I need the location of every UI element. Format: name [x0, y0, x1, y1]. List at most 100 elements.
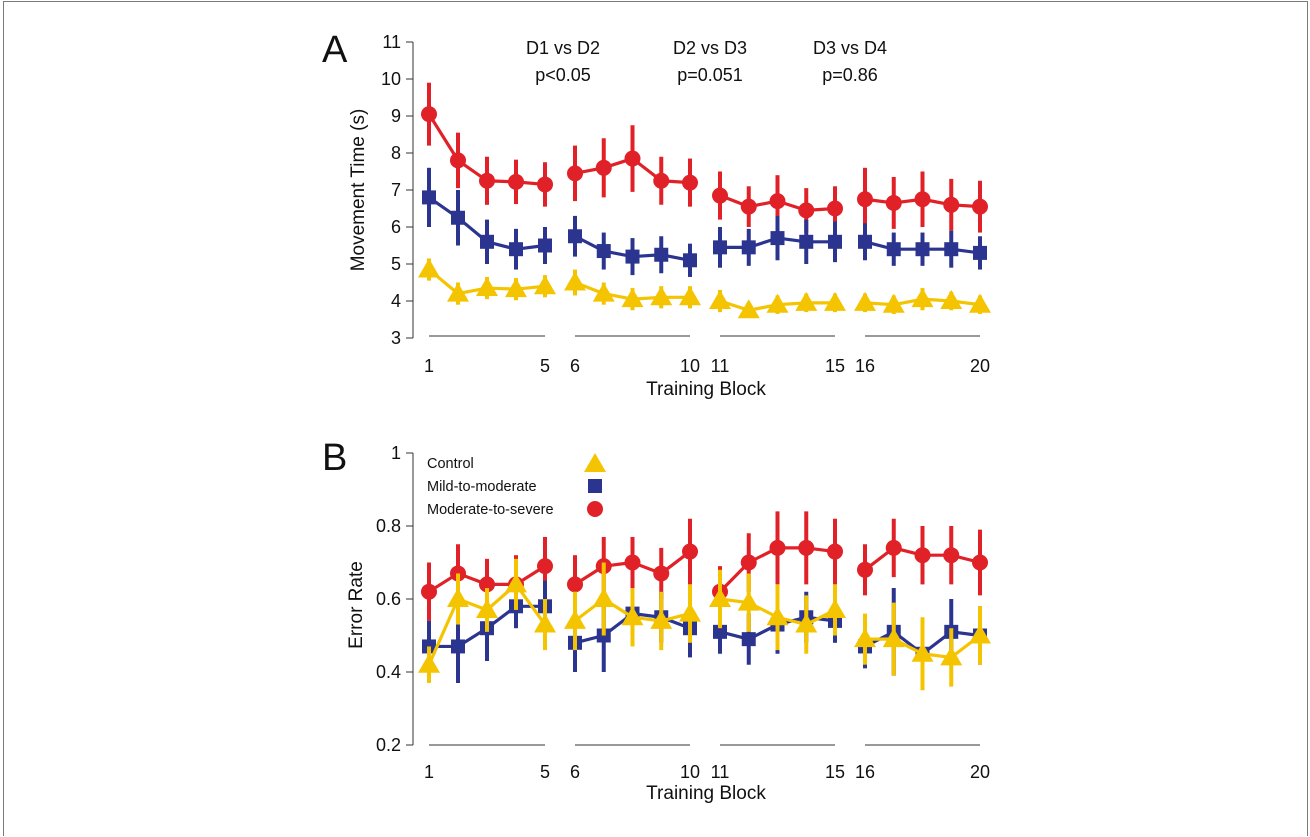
data-point — [537, 558, 553, 575]
x-tick-label: 10 — [680, 356, 700, 376]
data-point — [857, 191, 873, 208]
data-point — [682, 174, 698, 191]
data-point — [538, 238, 552, 253]
data-point — [476, 277, 498, 297]
data-point — [911, 642, 934, 662]
data-point — [564, 609, 586, 629]
data-point — [625, 249, 640, 264]
data-point — [595, 159, 612, 176]
x-tick-label: 1 — [424, 356, 434, 376]
data-point — [885, 194, 902, 211]
data-point — [740, 198, 757, 215]
comparison-label: D1 vs D2 — [526, 38, 600, 58]
data-point — [712, 187, 728, 204]
x-tick-label: 20 — [970, 762, 990, 782]
y-tick-label: 7 — [391, 180, 401, 200]
data-point — [418, 653, 440, 673]
data-point — [679, 286, 701, 306]
data-point — [824, 598, 846, 618]
data-point — [741, 632, 756, 647]
data-point — [480, 234, 494, 249]
y-tick-label: 11 — [382, 32, 401, 52]
data-point — [709, 588, 731, 607]
data-point — [940, 646, 963, 666]
x-tick-label: 10 — [680, 762, 700, 782]
x-tick-label: 5 — [540, 762, 550, 782]
p-value-label: p<0.05 — [535, 65, 591, 85]
data-point — [969, 293, 991, 313]
data-point — [421, 583, 437, 600]
data-point — [795, 291, 818, 311]
data-point — [505, 573, 527, 593]
x-tick-label: 6 — [570, 762, 580, 782]
x-tick-label: 1 — [424, 762, 434, 782]
y-tick-label: 0.4 — [376, 662, 401, 682]
data-point — [740, 554, 757, 571]
x-tick-label: 16 — [855, 762, 875, 782]
comparison-label: D2 vs D3 — [673, 38, 747, 58]
series-severe — [421, 82, 988, 233]
data-point — [564, 271, 586, 291]
data-point — [450, 152, 466, 169]
x-tick-label: 16 — [855, 356, 875, 376]
legend-marker-mild — [588, 479, 602, 493]
x-tick-label: 15 — [825, 356, 845, 376]
y-tick-label: 9 — [391, 106, 401, 126]
data-point — [479, 172, 495, 189]
data-point — [624, 150, 641, 167]
panel-letter: A — [322, 29, 348, 71]
legend: Control Mild-to-moderate Moderate-to-sever… — [427, 453, 606, 518]
data-point — [592, 282, 615, 302]
data-point — [509, 242, 523, 257]
data-point — [621, 288, 644, 308]
x-tick-label: 6 — [570, 356, 580, 376]
legend-marker-control — [584, 453, 606, 472]
series-severe — [421, 511, 988, 621]
x-tick-label: 15 — [825, 762, 845, 782]
data-point — [798, 202, 815, 219]
series-control — [418, 558, 991, 691]
data-point — [827, 543, 843, 560]
y-tick-label: 5 — [391, 254, 401, 274]
data-point — [769, 193, 786, 210]
data-point — [683, 253, 697, 268]
legend-marker-severe — [587, 501, 603, 517]
data-point — [969, 624, 991, 644]
y-tick-label: 4 — [391, 291, 401, 311]
data-point — [940, 290, 963, 309]
data-point — [682, 543, 698, 560]
data-point — [479, 576, 495, 593]
y-tick-label: 0.6 — [376, 589, 401, 609]
data-point — [914, 191, 931, 208]
data-point — [943, 196, 960, 213]
data-point — [653, 565, 670, 582]
y-axis-title: Error Rate — [346, 561, 367, 649]
data-point — [943, 547, 960, 564]
data-point — [621, 606, 644, 626]
data-point — [911, 288, 934, 308]
x-tick-label: 11 — [711, 356, 730, 376]
data-point — [650, 286, 673, 306]
data-point — [679, 602, 701, 622]
data-point — [858, 234, 872, 249]
data-point — [882, 293, 905, 313]
data-point — [418, 258, 440, 278]
data-point — [882, 628, 905, 648]
data-point — [972, 198, 988, 215]
x-axis-title: Training Block — [646, 783, 766, 804]
data-point — [534, 613, 556, 633]
data-point — [422, 190, 436, 205]
data-point — [568, 229, 582, 244]
x-axis-title: Training Block — [646, 379, 766, 400]
series-control — [418, 258, 991, 319]
data-point — [769, 539, 786, 556]
y-tick-label: 6 — [391, 217, 401, 237]
data-point — [447, 588, 469, 607]
data-point — [654, 247, 669, 262]
x-tick-label: 11 — [711, 762, 730, 782]
data-point — [596, 244, 611, 259]
data-point — [447, 282, 469, 302]
